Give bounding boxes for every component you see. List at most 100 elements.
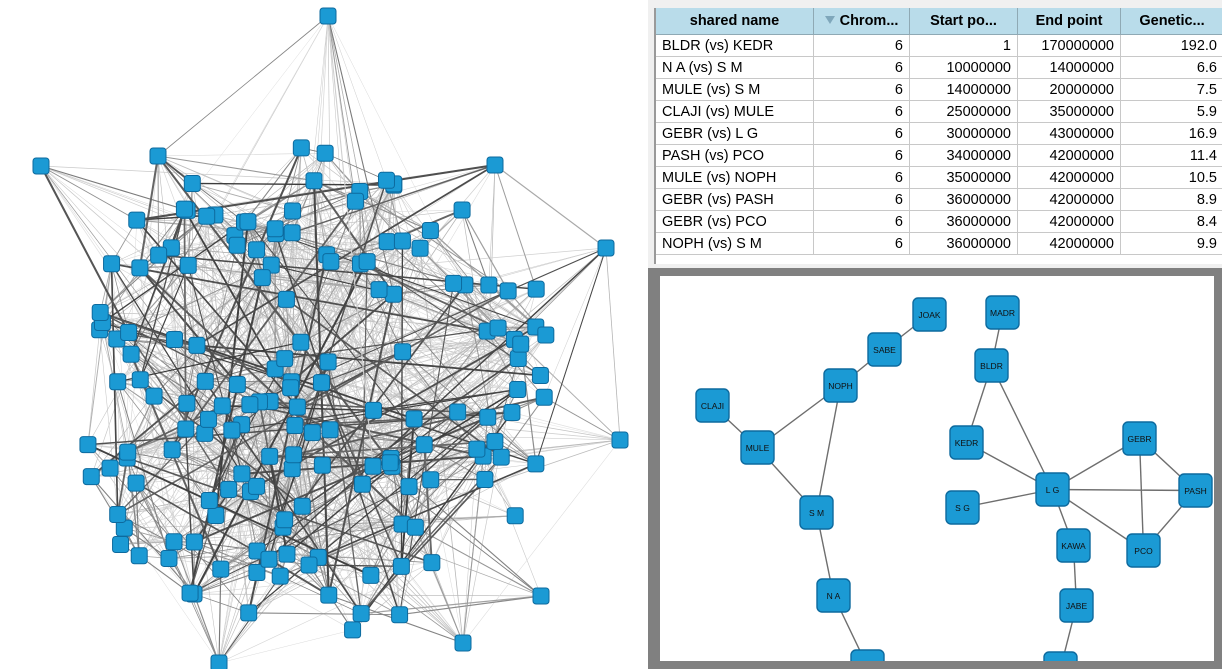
subnetwork-node[interactable]: N A xyxy=(816,578,851,613)
main-network-node[interactable] xyxy=(313,374,331,392)
main-network-node[interactable] xyxy=(165,533,183,551)
main-network-node[interactable] xyxy=(292,139,310,157)
main-network-node[interactable] xyxy=(611,431,629,449)
main-network-node[interactable] xyxy=(385,285,403,303)
main-network-node[interactable] xyxy=(112,535,130,553)
column-header-genetic[interactable]: Genetic... xyxy=(1121,8,1222,35)
main-network-node[interactable] xyxy=(486,432,504,450)
main-network-node[interactable] xyxy=(165,331,183,349)
main-network-node[interactable] xyxy=(344,621,362,639)
main-network-node[interactable] xyxy=(313,456,331,474)
main-network-node[interactable] xyxy=(261,447,279,465)
main-network-node[interactable] xyxy=(322,253,340,271)
main-network-node[interactable] xyxy=(128,211,146,229)
edge-table-panel[interactable]: shared name Chrom... Start po... End point G… xyxy=(648,0,1222,268)
main-network-node[interactable] xyxy=(358,253,376,271)
main-network-canvas[interactable] xyxy=(0,0,648,669)
main-network-node[interactable] xyxy=(220,481,238,499)
table-row[interactable]: GEBR (vs) PASH 6 36000000 42000000 8.9 xyxy=(656,189,1222,211)
main-network-node[interactable] xyxy=(378,233,396,251)
main-network-node[interactable] xyxy=(405,410,423,428)
table-row[interactable]: MULE (vs) NOPH 6 35000000 42000000 10.5 xyxy=(656,167,1222,189)
main-network-node[interactable] xyxy=(240,604,258,622)
main-network-node[interactable] xyxy=(260,550,278,568)
subnetwork-node[interactable]: SABE xyxy=(867,332,902,367)
main-network-node[interactable] xyxy=(509,349,527,367)
column-header-startpo[interactable]: Start po... xyxy=(910,8,1018,35)
main-network-node[interactable] xyxy=(370,281,388,299)
main-network-node[interactable] xyxy=(453,201,471,219)
main-network-node[interactable] xyxy=(223,421,241,439)
main-network-node[interactable] xyxy=(480,276,498,294)
main-network-node[interactable] xyxy=(316,144,334,162)
main-network-node[interactable] xyxy=(199,410,217,428)
main-network-node[interactable] xyxy=(449,403,467,421)
main-network-node[interactable] xyxy=(293,497,311,515)
main-network-node[interactable] xyxy=(276,350,294,368)
main-network-node[interactable] xyxy=(423,554,441,572)
main-network-node[interactable] xyxy=(183,174,201,192)
main-network-node[interactable] xyxy=(392,557,410,575)
subnetwork-node[interactable]: MIWE xyxy=(850,649,885,661)
main-network-node[interactable] xyxy=(476,471,494,489)
main-network-node[interactable] xyxy=(415,436,433,454)
main-network-node[interactable] xyxy=(283,224,301,242)
main-network-node[interactable] xyxy=(282,379,300,397)
column-header-sharedname[interactable]: shared name xyxy=(656,8,814,35)
main-network-node[interactable] xyxy=(537,326,555,344)
main-network-node[interactable] xyxy=(198,207,216,225)
main-network-node[interactable] xyxy=(122,345,140,363)
main-network-node[interactable] xyxy=(499,282,517,300)
main-network-node[interactable] xyxy=(185,533,203,551)
subnetwork-node[interactable]: KAWA xyxy=(1056,528,1091,563)
table-body[interactable]: BLDR (vs) KEDR 6 1 170000000 192.0 N A (vs) S… xyxy=(656,35,1222,255)
subnetwork-node[interactable]: JOAK xyxy=(912,297,947,332)
subnetwork-node[interactable]: BLDR xyxy=(974,348,1009,383)
main-network-node[interactable] xyxy=(278,545,296,563)
main-network-node[interactable] xyxy=(486,156,504,174)
main-network-node[interactable] xyxy=(305,172,323,190)
main-network-node[interactable] xyxy=(163,441,181,459)
main-network-node[interactable] xyxy=(531,366,549,384)
main-network-node[interactable] xyxy=(248,477,266,495)
main-network-node[interactable] xyxy=(228,375,246,393)
main-network-node[interactable] xyxy=(248,241,266,259)
main-network-node[interactable] xyxy=(362,566,380,584)
main-network-node[interactable] xyxy=(489,319,507,337)
main-network-node[interactable] xyxy=(411,239,429,257)
main-network-node[interactable] xyxy=(131,371,149,389)
subnetwork-edge[interactable] xyxy=(815,385,842,513)
subnetwork-edge[interactable] xyxy=(1138,438,1145,551)
subnetwork-node[interactable]: GEBR xyxy=(1122,421,1157,456)
table-header-row[interactable]: shared name Chrom... Start po... End point G… xyxy=(656,8,1222,35)
main-network-node[interactable] xyxy=(248,564,266,582)
subnetwork-node[interactable]: S G xyxy=(945,490,980,525)
main-network-node[interactable] xyxy=(454,634,472,652)
main-network-node[interactable] xyxy=(352,605,370,623)
main-network-node[interactable] xyxy=(276,511,294,529)
main-network-node[interactable] xyxy=(207,506,225,524)
main-network-node[interactable] xyxy=(391,606,409,624)
subnetwork-node[interactable]: L G xyxy=(1035,472,1070,507)
main-network-node[interactable] xyxy=(364,457,382,475)
main-network-node[interactable] xyxy=(145,387,163,405)
main-network-node[interactable] xyxy=(286,416,304,434)
main-network-node[interactable] xyxy=(101,459,119,477)
subnetwork-node[interactable]: ALMCH xyxy=(1043,651,1078,661)
main-network-node[interactable] xyxy=(303,424,321,442)
main-network-node[interactable] xyxy=(131,259,149,277)
main-network-node[interactable] xyxy=(300,556,318,574)
main-network-node[interactable] xyxy=(91,304,109,322)
main-network-node[interactable] xyxy=(532,587,550,605)
table-row[interactable]: PASH (vs) PCO 6 34000000 42000000 11.4 xyxy=(656,145,1222,167)
subnetwork-node[interactable]: PCO xyxy=(1126,533,1161,568)
subnetwork-panel[interactable]: CLAJI MULE NOPH SABE JOAK S M N A MIWE MADR BLDR K… xyxy=(652,268,1222,669)
main-network-node[interactable] xyxy=(288,398,306,416)
subnetwork-edge[interactable] xyxy=(1052,488,1196,492)
main-network-node[interactable] xyxy=(406,518,424,536)
subnetwork-node[interactable]: S M xyxy=(799,495,834,530)
main-network-node[interactable] xyxy=(506,507,524,525)
main-network-node[interactable] xyxy=(285,446,303,464)
main-network-node[interactable] xyxy=(320,586,338,604)
main-network-node[interactable] xyxy=(364,401,382,419)
